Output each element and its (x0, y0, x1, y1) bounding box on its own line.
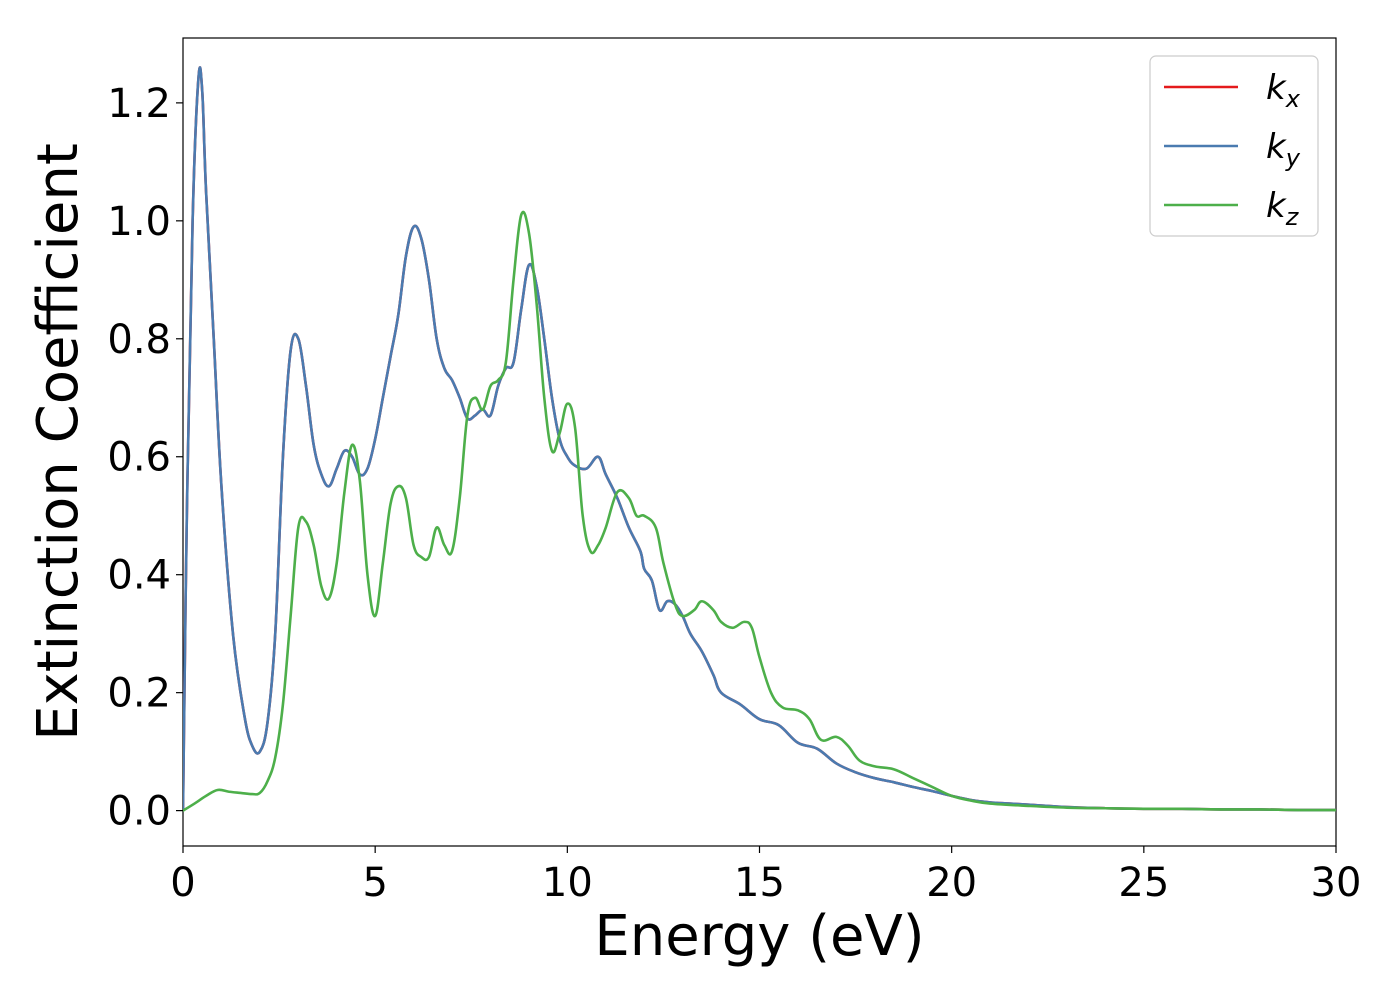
x-tick-label: 20 (926, 860, 977, 906)
legend-label-main: k (1266, 68, 1287, 108)
x-tick-label: 30 (1311, 860, 1362, 906)
legend-label-ky: ky (1266, 127, 1301, 172)
series-lines (183, 66, 1336, 812)
y-tick-label: 0.4 (107, 553, 171, 599)
series-line-ky (183, 66, 1336, 812)
series-line-kz (183, 210, 1336, 812)
y-tick-label: 1.2 (107, 81, 171, 127)
y-tick-label: 0.2 (107, 671, 171, 717)
y-tick-label: 0.8 (107, 317, 171, 363)
legend-label-kz: kz (1266, 186, 1300, 231)
x-axis: 0 5 10 15 20 25 30 (170, 846, 1361, 906)
x-tick-label: 15 (734, 860, 785, 906)
x-tick-label: 0 (170, 860, 195, 906)
legend-label-kx: kx (1266, 68, 1301, 113)
x-axis-title: Energy (eV) (594, 904, 924, 969)
legend-label-main: k (1266, 186, 1287, 226)
x-tick-label: 25 (1118, 860, 1169, 906)
y-axis-title: Extinction Coefficient (26, 143, 91, 741)
y-tick-label: 0.6 (107, 435, 171, 481)
legend-label-main: k (1266, 127, 1287, 167)
legend-label-subscript: y (1285, 144, 1301, 172)
y-axis: 0.0 0.2 0.4 0.6 0.8 1.0 1.2 (107, 81, 183, 835)
legend-label-subscript: x (1285, 85, 1301, 113)
legend-label-subscript: z (1285, 203, 1300, 231)
y-tick-label: 0.0 (107, 789, 171, 835)
x-tick-label: 10 (542, 860, 593, 906)
y-tick-label: 1.0 (107, 199, 171, 245)
x-tick-label: 5 (362, 860, 387, 906)
